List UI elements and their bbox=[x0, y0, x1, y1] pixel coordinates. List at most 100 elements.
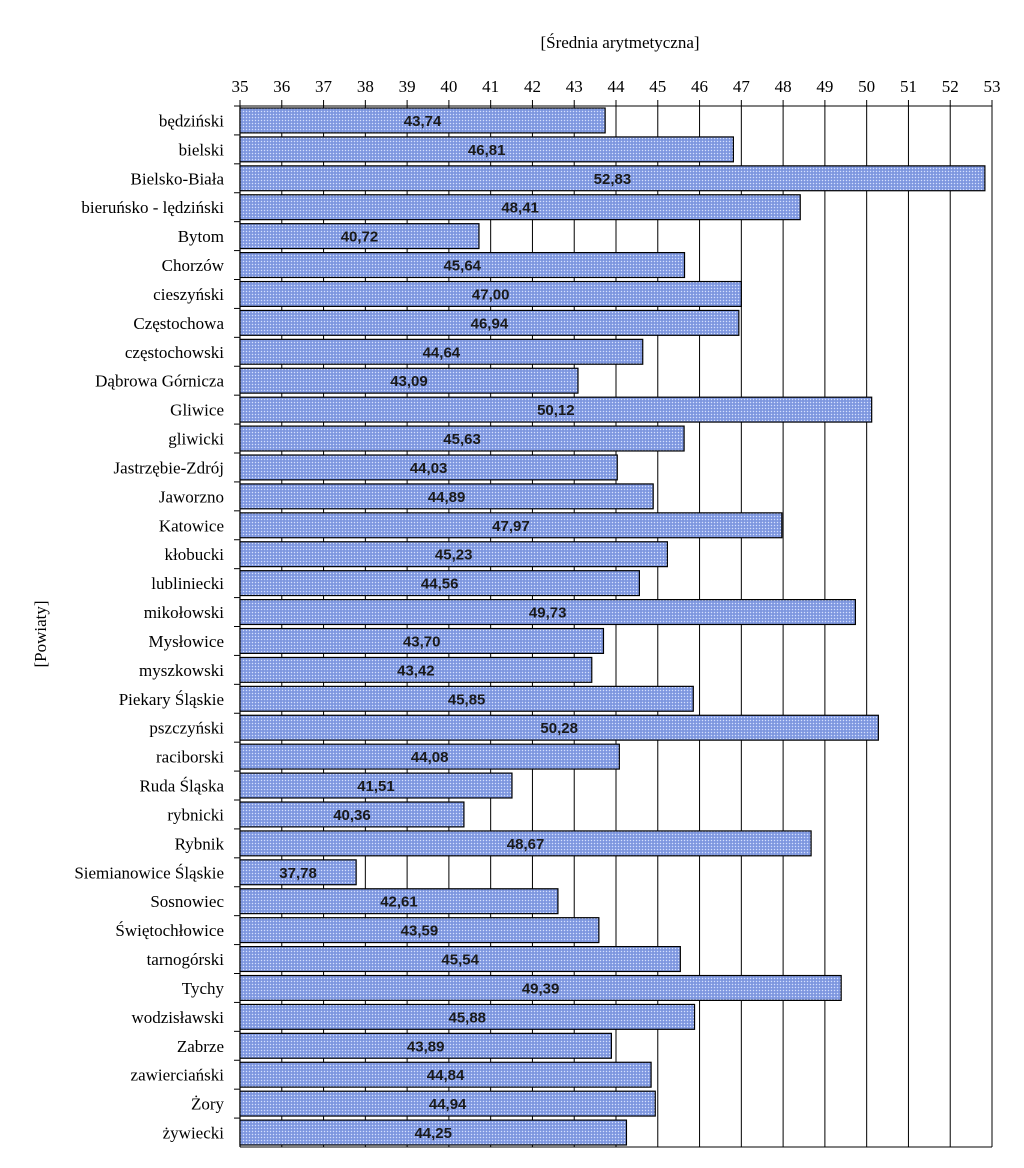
data-label: 50,12 bbox=[537, 402, 575, 419]
bar bbox=[239, 830, 812, 857]
category-label: pszczyński bbox=[149, 719, 224, 738]
category-label: zawierciański bbox=[131, 1066, 225, 1085]
data-label: 45,54 bbox=[441, 952, 479, 969]
x-tick-label: 46 bbox=[691, 77, 708, 96]
category-label: żywiecki bbox=[163, 1124, 225, 1143]
data-label: 46,94 bbox=[471, 315, 509, 332]
category-label: Jastrzębie-Zdrój bbox=[114, 458, 224, 477]
data-label: 44,94 bbox=[429, 1096, 467, 1113]
bar bbox=[239, 599, 856, 626]
x-tick-label: 43 bbox=[566, 77, 583, 96]
x-tick-label: 47 bbox=[733, 77, 751, 96]
data-label: 47,00 bbox=[472, 286, 510, 303]
data-label: 43,74 bbox=[404, 113, 442, 130]
bar bbox=[239, 309, 740, 336]
x-tick-label: 44 bbox=[608, 77, 626, 96]
bar bbox=[239, 338, 644, 365]
bar bbox=[239, 194, 801, 221]
x-tick-label: 41 bbox=[482, 77, 499, 96]
category-label: lubliniecki bbox=[151, 574, 224, 593]
bar bbox=[239, 801, 465, 828]
data-label: 49,39 bbox=[522, 980, 560, 997]
data-label: 45,64 bbox=[443, 258, 481, 275]
bar bbox=[239, 627, 605, 654]
x-tick-label: 45 bbox=[649, 77, 666, 96]
bars bbox=[239, 107, 986, 1146]
data-label: 44,56 bbox=[421, 576, 459, 593]
x-tick-label: 51 bbox=[900, 77, 917, 96]
data-label: 44,89 bbox=[428, 489, 466, 506]
bar bbox=[239, 165, 986, 192]
category-label: będziński bbox=[159, 111, 224, 130]
x-tick-label: 37 bbox=[315, 77, 333, 96]
category-label: wodzisławski bbox=[131, 1008, 224, 1027]
category-label: myszkowski bbox=[139, 661, 224, 680]
bar bbox=[239, 252, 686, 279]
x-tick-label: 36 bbox=[273, 77, 290, 96]
data-label: 44,84 bbox=[427, 1067, 465, 1084]
category-label: rybnicki bbox=[167, 805, 224, 824]
data-label: 40,72 bbox=[341, 229, 379, 246]
data-label: 47,97 bbox=[492, 518, 530, 535]
x-tick-label: 53 bbox=[984, 77, 1001, 96]
category-label: cieszyński bbox=[153, 285, 224, 304]
bar bbox=[239, 280, 742, 307]
x-tick-label: 35 bbox=[232, 77, 249, 96]
bar bbox=[239, 136, 734, 163]
data-label: 45,85 bbox=[448, 691, 486, 708]
x-tick-label: 50 bbox=[858, 77, 875, 96]
data-label: 44,03 bbox=[410, 460, 448, 477]
data-label: 50,28 bbox=[540, 720, 578, 737]
bar bbox=[239, 859, 357, 886]
x-tick-label: 39 bbox=[399, 77, 416, 96]
category-label: Tychy bbox=[182, 979, 225, 998]
category-label: gliwicki bbox=[168, 430, 224, 449]
data-label: 44,08 bbox=[411, 749, 449, 766]
y-axis-title: [Powiaty] bbox=[31, 600, 50, 667]
data-label: 43,70 bbox=[403, 633, 441, 650]
bar bbox=[239, 1119, 628, 1146]
data-label: 44,25 bbox=[414, 1125, 452, 1142]
category-label: Bytom bbox=[178, 227, 224, 246]
grid-lines bbox=[239, 106, 993, 1147]
bar bbox=[239, 396, 873, 423]
category-label: kłobucki bbox=[165, 545, 225, 564]
category-label: bielski bbox=[179, 140, 225, 159]
bar bbox=[239, 1061, 652, 1088]
category-label: Gliwice bbox=[170, 401, 224, 420]
data-label: 45,88 bbox=[448, 1009, 486, 1026]
bar bbox=[239, 1003, 696, 1030]
data-label: 43,59 bbox=[401, 923, 439, 940]
data-label: 44,64 bbox=[423, 344, 461, 361]
category-label: Piekary Śląskie bbox=[119, 690, 224, 709]
category-label: Ruda Śląska bbox=[139, 777, 224, 796]
data-label: 37,78 bbox=[279, 865, 317, 882]
bar bbox=[239, 888, 559, 915]
data-label: 43,09 bbox=[390, 373, 428, 390]
bar bbox=[239, 1090, 656, 1117]
category-label: raciborski bbox=[156, 748, 224, 767]
category-label: Katowice bbox=[159, 516, 224, 535]
data-label: 46,81 bbox=[468, 142, 506, 159]
x-tick-label: 48 bbox=[775, 77, 792, 96]
category-label: Sosnowiec bbox=[150, 892, 224, 911]
category-label: Mysłowice bbox=[148, 632, 224, 651]
x-tick-label: 52 bbox=[942, 77, 959, 96]
x-tick-label: 40 bbox=[440, 77, 457, 96]
bar bbox=[239, 367, 579, 394]
bar bbox=[239, 107, 606, 134]
bar bbox=[239, 946, 681, 973]
bar bbox=[239, 223, 480, 250]
data-label: 45,23 bbox=[435, 547, 473, 564]
x-axis-title: [Średnia arytmetyczna] bbox=[540, 33, 699, 52]
data-labels: 43,74 46,81 52,83 48,41 40,72 45,64 47,00 46,94… bbox=[279, 113, 631, 1142]
category-label: Jaworzno bbox=[159, 487, 224, 506]
data-label: 52,83 bbox=[594, 171, 632, 188]
bar bbox=[239, 772, 513, 799]
category-label: Żory bbox=[191, 1095, 225, 1114]
category-label: Rybnik bbox=[175, 834, 225, 853]
data-label: 48,41 bbox=[501, 200, 539, 217]
bar bbox=[239, 570, 640, 597]
bar bbox=[239, 512, 783, 539]
